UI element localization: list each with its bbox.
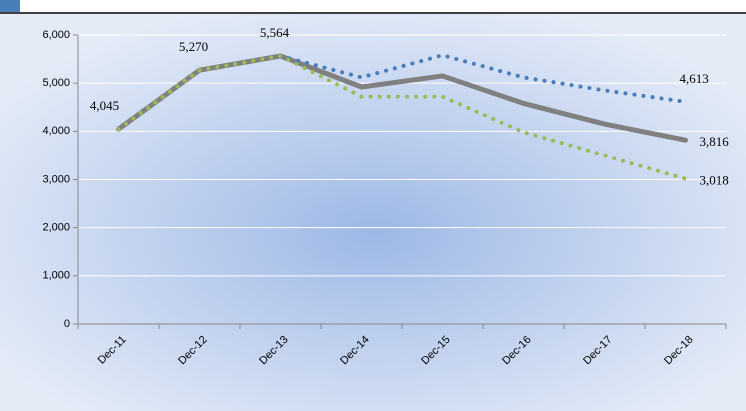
- data-label: 3,816: [700, 134, 730, 149]
- y-tick-label: 2,000: [42, 222, 70, 234]
- y-tick-label: 6,000: [42, 29, 70, 41]
- header-strip: [0, 0, 20, 12]
- data-label: 3,018: [700, 173, 729, 188]
- y-tick-label: 3,000: [42, 173, 70, 185]
- line-series: [278, 53, 688, 104]
- y-tick-label: 0: [64, 318, 70, 330]
- data-label: 5,564: [260, 25, 290, 40]
- data-label: 5,270: [179, 39, 208, 54]
- chart-area: [0, 14, 746, 411]
- y-tick-label: 5,000: [42, 77, 70, 89]
- data-label: 4,045: [90, 98, 119, 113]
- y-tick-label: 1,000: [42, 270, 70, 282]
- y-tick-label: 4,000: [42, 125, 70, 137]
- data-label: 4,613: [680, 71, 709, 86]
- line-series: [116, 53, 688, 143]
